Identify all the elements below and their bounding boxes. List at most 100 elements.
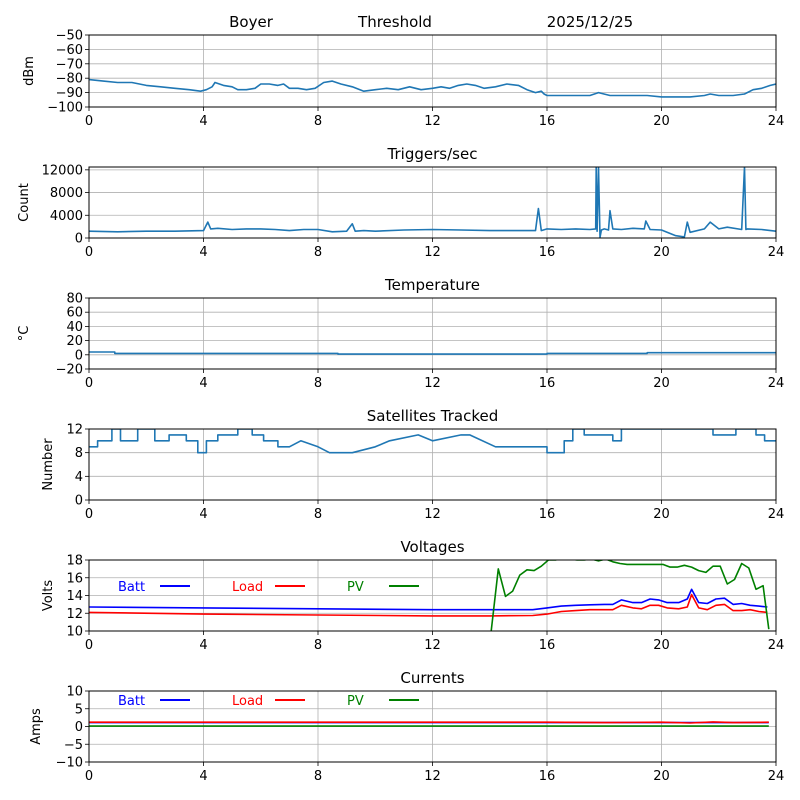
x-tick-label: 16 [539, 114, 556, 129]
y-tick-label: −5 [64, 738, 83, 753]
x-tick-label: 16 [539, 376, 556, 391]
y-axis-label: Count [17, 183, 32, 222]
x-tick-label: 0 [85, 507, 93, 522]
x-tick-label: 8 [314, 769, 322, 784]
legend-label-batt: Batt [118, 694, 145, 709]
series-line-pv [490, 560, 770, 631]
x-tick-label: 24 [768, 114, 785, 129]
series-line-triggers [89, 167, 776, 238]
x-tick-label: 4 [199, 245, 207, 260]
y-axis-label: Volts [41, 580, 56, 612]
panel-voltages: 0 4 8 12 16 20 24 10 12 14 16 18 Voltages Volts Batt Lo… [41, 538, 784, 653]
x-tick-label: 4 [199, 638, 207, 653]
x-tick-label: 8 [314, 376, 322, 391]
series-line-load [89, 721, 769, 724]
panel-rssi: 0 4 8 12 16 20 24 −100−90−80−70−60−50 dBm [22, 29, 784, 130]
panel-title: Satellites Tracked [367, 407, 498, 425]
y-tick-label: 8 [75, 446, 83, 461]
y-tick-label: 5 [75, 702, 83, 717]
x-tick-label: 0 [85, 376, 93, 391]
y-tick-label: 0 [75, 232, 83, 247]
y-tick-label: 10 [66, 625, 83, 640]
header-station: Boyer [229, 13, 274, 31]
y-tick-label: 16 [66, 571, 83, 586]
x-tick-label: 24 [768, 507, 785, 522]
y-tick-label: 4 [75, 470, 83, 485]
panel-title: Temperature [384, 276, 480, 294]
y-tick-label: 12 [66, 423, 83, 438]
panel-triggers: 0 4 8 12 16 20 24 0 4000 8000 12000 Triggers/sec Cou… [17, 145, 784, 260]
legend-label-load: Load [232, 694, 263, 709]
y-tick-label: −20 [56, 363, 83, 378]
x-tick-label: 0 [85, 769, 93, 784]
y-tick-label: 40 [66, 320, 83, 335]
y-tick-label: −100 [47, 101, 83, 116]
legend-label-load: Load [232, 580, 263, 595]
x-tick-label: 4 [199, 769, 207, 784]
x-tick-label: 16 [539, 638, 556, 653]
y-tick-label: 0 [75, 348, 83, 363]
y-tick-label: 18 [66, 554, 83, 569]
x-tick-label: 12 [424, 769, 441, 784]
x-tick-label: 20 [653, 638, 670, 653]
y-tick-label: −50 [56, 29, 83, 44]
y-tick-label: 0 [75, 720, 83, 735]
y-tick-label: 80 [66, 292, 83, 307]
x-tick-label: 0 [85, 245, 93, 260]
x-tick-label: 4 [199, 507, 207, 522]
panel-satellites: 0 4 8 12 16 20 24 0 4 8 12 Satellites Tracked Number [41, 407, 784, 522]
x-tick-label: 12 [424, 507, 441, 522]
y-tick-label: 60 [66, 306, 83, 321]
x-tick-label: 4 [199, 114, 207, 129]
x-tick-label: 20 [653, 507, 670, 522]
legend-label-pv: PV [347, 694, 364, 709]
y-tick-label: 12 [66, 607, 83, 622]
x-tick-label: 24 [768, 376, 785, 391]
x-tick-label: 4 [199, 376, 207, 391]
y-tick-label: −80 [56, 72, 83, 87]
x-tick-label: 12 [424, 245, 441, 260]
x-tick-label: 8 [314, 638, 322, 653]
x-tick-label: 12 [424, 638, 441, 653]
x-tick-label: 20 [653, 376, 670, 391]
y-tick-label: 12000 [42, 163, 83, 178]
panel-title: Triggers/sec [387, 145, 478, 163]
x-tick-label: 24 [768, 638, 785, 653]
x-tick-label: 8 [314, 507, 322, 522]
x-tick-label: 20 [653, 769, 670, 784]
y-tick-label: −70 [56, 57, 83, 72]
y-axis-label: dBm [22, 56, 37, 86]
series-line-rssi [89, 78, 776, 98]
series-line-satellites [89, 429, 776, 454]
series-line-temperature [89, 351, 776, 355]
legend-label-pv: PV [347, 580, 364, 595]
x-tick-label: 20 [653, 114, 670, 129]
x-tick-label: 16 [539, 507, 556, 522]
x-tick-label: 0 [85, 114, 93, 129]
x-tick-label: 24 [768, 769, 785, 784]
x-tick-label: 8 [314, 114, 322, 129]
y-tick-label: −10 [56, 756, 83, 771]
x-tick-label: 20 [653, 245, 670, 260]
panel-title: Currents [400, 669, 464, 687]
x-tick-label: 0 [85, 638, 93, 653]
legend-label-batt: Batt [118, 580, 145, 595]
x-tick-label: 12 [424, 114, 441, 129]
y-tick-label: 0 [75, 494, 83, 509]
x-tick-label: 16 [539, 245, 556, 260]
header-mode: Threshold [357, 13, 432, 31]
y-axis-label: °C [17, 326, 32, 342]
y-tick-label: 4000 [50, 209, 83, 224]
y-axis-label: Amps [29, 708, 44, 745]
y-tick-label: 8000 [50, 186, 83, 201]
x-tick-label: 8 [314, 245, 322, 260]
y-axis-label: Number [41, 438, 56, 491]
series-line-load [89, 593, 768, 617]
series-line-batt [89, 588, 768, 611]
panel-currents: 0 4 8 12 16 20 24 −10 −5 0 5 10 Currents Amps Batt Load… [29, 669, 784, 784]
x-tick-label: 12 [424, 376, 441, 391]
